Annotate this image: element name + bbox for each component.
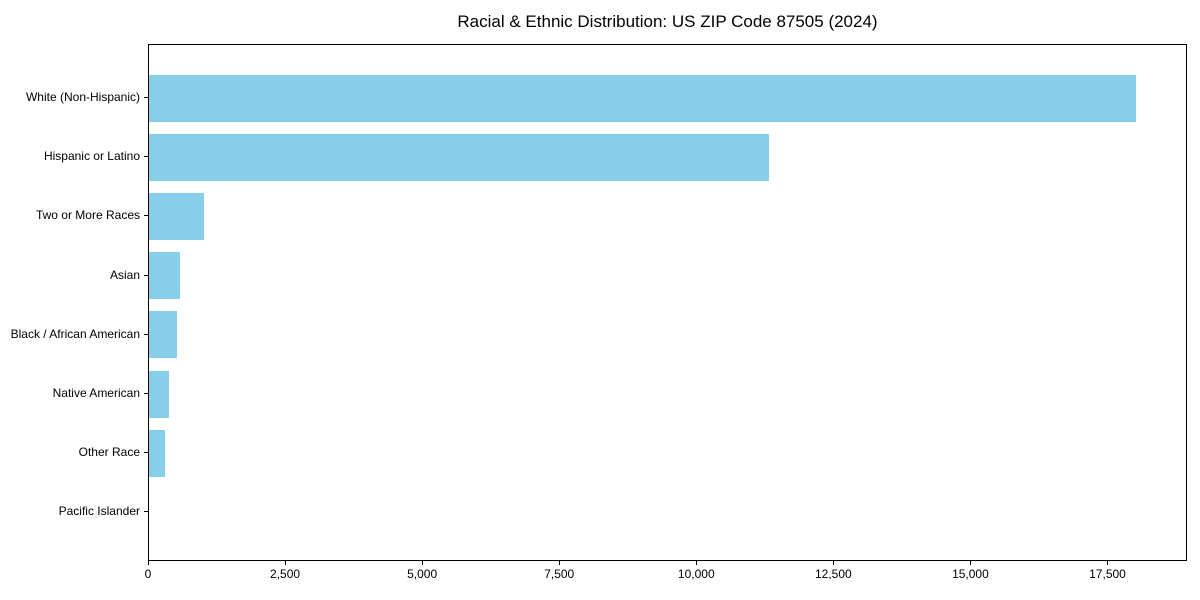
x-tick-mark — [696, 561, 697, 565]
bar — [149, 311, 177, 359]
y-tick-mark — [144, 215, 148, 216]
x-tick-mark — [285, 561, 286, 565]
x-tick-mark — [559, 561, 560, 565]
y-tick-label: Two or More Races — [35, 208, 140, 223]
chart-title: Racial & Ethnic Distribution: US ZIP Cod… — [457, 12, 878, 31]
y-tick-mark — [144, 275, 148, 276]
y-tick-label: Pacific Islander — [58, 504, 140, 519]
x-tick-label: 17,500 — [1089, 567, 1126, 581]
y-tick-mark — [144, 156, 148, 157]
bar — [149, 192, 204, 240]
y-tick-mark — [144, 393, 148, 394]
x-tick-label: 7,500 — [544, 567, 575, 581]
y-tick-label: Hispanic or Latino — [43, 149, 140, 164]
bar — [149, 74, 1136, 122]
bar — [149, 252, 180, 300]
x-tick-mark — [148, 561, 149, 565]
y-tick-label: Other Race — [78, 445, 140, 460]
bar — [149, 370, 169, 418]
x-tick-mark — [1107, 561, 1108, 565]
y-tick-mark — [144, 97, 148, 98]
x-tick-label: 2,500 — [270, 567, 301, 581]
x-tick-label: 5,000 — [407, 567, 438, 581]
y-tick-label: White (Non-Hispanic) — [25, 90, 140, 104]
y-tick-mark — [144, 511, 148, 512]
x-tick-label: 15,000 — [952, 567, 989, 581]
plot-area — [148, 44, 1187, 561]
x-tick-label: 0 — [144, 567, 152, 581]
x-tick-mark — [422, 561, 423, 565]
y-tick-label: Black / African American — [10, 326, 140, 341]
bar — [149, 133, 769, 181]
y-tick-mark — [144, 334, 148, 335]
x-tick-label: 12,500 — [814, 567, 852, 581]
x-tick-mark — [833, 561, 834, 565]
x-tick-label: 10,000 — [677, 567, 715, 581]
bar — [149, 429, 166, 477]
y-tick-mark — [144, 452, 148, 453]
y-tick-label: Native American — [52, 386, 140, 400]
x-tick-mark — [970, 561, 971, 565]
y-tick-label: Asian — [109, 267, 140, 282]
